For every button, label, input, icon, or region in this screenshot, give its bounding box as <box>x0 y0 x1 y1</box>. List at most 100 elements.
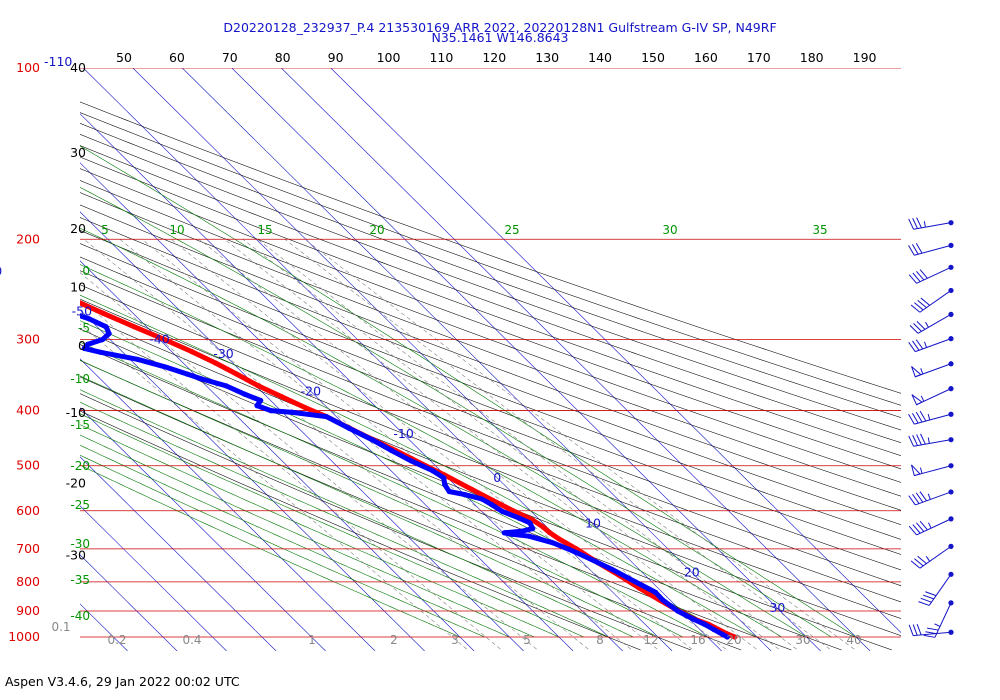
top-axis-label: 150 <box>641 50 665 65</box>
dewpoint-profile-point <box>162 364 168 370</box>
dewpoint-profile-point <box>501 530 507 536</box>
wind-barb-full <box>912 624 918 636</box>
isotherm-line <box>182 68 772 651</box>
mixing-ratio-label: 0.2 <box>107 633 126 647</box>
wind-barb-half <box>925 556 931 562</box>
mixing-ratio-line <box>257 239 797 650</box>
mixing-ratio-label: 8 <box>596 633 604 647</box>
wind-barb-full <box>909 324 919 334</box>
temperature-profile-point <box>255 383 261 389</box>
isotherm-line <box>80 260 475 651</box>
wind-barb-half <box>927 437 930 444</box>
wind-barb-full <box>914 302 924 311</box>
temperature-profile-point <box>100 310 107 316</box>
pressure-tick-label: 700 <box>16 541 40 556</box>
moist-adiabat-line <box>80 454 485 638</box>
mixing-ratio-line <box>284 239 831 650</box>
altitude-label: 20 <box>70 221 86 236</box>
wind-barb-staff <box>913 439 952 447</box>
wind-barb-full <box>912 218 918 229</box>
wind-barb-full <box>922 594 934 600</box>
wind-barb <box>918 571 954 606</box>
wind-barb-full <box>914 558 924 567</box>
wind-barb-full <box>910 304 921 313</box>
moist-adiabat-line <box>80 145 857 638</box>
wind-barb-full <box>925 591 937 597</box>
temperature-profile-point <box>9 269 14 274</box>
moist-adiabat-line <box>80 359 683 638</box>
dry-adiabat-line <box>80 393 692 651</box>
dewpoint-profile-point <box>462 492 468 498</box>
mixing-ratio-line <box>119 239 631 650</box>
dry-adiabat-line <box>80 101 901 394</box>
dewpoint-profile-point <box>184 371 190 377</box>
dewpoint-profile-point <box>346 425 352 431</box>
mixing-ratio-label: 16 <box>690 633 705 647</box>
dewpoint-profile-point <box>98 349 104 355</box>
temperature-profile-point <box>302 404 308 411</box>
moist-adiabat-line <box>80 264 782 638</box>
wind-barb-flag <box>910 464 922 477</box>
top-left-isotherm-label: -110 <box>44 54 72 69</box>
top-axis-label: 170 <box>747 50 771 65</box>
moist-adiabat-label: 10 <box>169 223 184 237</box>
dewpoint-profile-point <box>518 528 525 534</box>
dewpoint-profile-point <box>9 289 14 294</box>
dewpoint-profile-point <box>527 520 533 526</box>
wind-barb-full <box>920 297 931 306</box>
wind-barb-full <box>916 522 925 532</box>
temperature-profile-point <box>0 251 4 256</box>
wind-barb-full <box>908 342 916 352</box>
dewpoint-profile-point <box>268 408 274 414</box>
pressure-tick-label: 600 <box>16 503 40 518</box>
wind-barb-staff <box>916 518 952 536</box>
isotherm-label: 30 <box>769 600 785 615</box>
dewpoint-profile-point <box>550 540 556 546</box>
mixing-ratio-label: 0.1 <box>51 620 70 634</box>
isotherm-line <box>80 407 326 651</box>
wind-barb-column <box>908 217 954 638</box>
pressure-tick-label: 200 <box>16 231 40 246</box>
wind-barb-full <box>919 520 928 531</box>
mixing-ratio-label: 3 <box>451 633 459 647</box>
wind-barb-full <box>908 274 917 284</box>
dewpoint-profile-point <box>500 509 506 515</box>
wind-barb-staff <box>919 545 952 569</box>
wind-barb-full <box>916 217 922 229</box>
moist-adiabat-line <box>80 434 535 638</box>
temperature-profile-point <box>278 394 285 400</box>
wind-barb <box>910 463 954 477</box>
dewpoint-profile-point <box>711 626 717 633</box>
temperature-profile-point <box>212 360 219 366</box>
wind-barb-full <box>916 624 922 636</box>
isotherm-label: -20 <box>301 383 321 398</box>
pressure-tick-label: 500 <box>16 458 40 473</box>
wind-barb-staff <box>914 244 952 256</box>
dewpoint-profile-point <box>609 566 615 572</box>
wind-barb-flag <box>911 394 923 406</box>
dewpoint-profile-point <box>85 341 91 347</box>
dry-adiabat-line <box>80 313 901 637</box>
temperature-profile-point <box>131 324 137 330</box>
wind-barb-full <box>923 634 936 638</box>
wind-barb-flag <box>911 366 922 378</box>
dewpoint-profile-point <box>702 621 708 627</box>
wind-barb-full <box>911 244 919 255</box>
wind-barb-full <box>917 299 927 309</box>
wind-barb-full <box>908 245 915 256</box>
dewpoint-profile-point <box>690 616 696 622</box>
wind-barb-full <box>916 434 922 446</box>
isotherm-line <box>231 68 821 651</box>
wind-barb <box>908 410 954 425</box>
wind-barb-full <box>912 524 921 534</box>
wind-barb-staff <box>934 602 952 638</box>
wind-barb-station <box>948 220 954 226</box>
dewpoint-profile-point <box>446 488 452 495</box>
dry-adiabat-line <box>80 156 901 457</box>
moist-adiabat-left-label: -30 <box>70 537 90 551</box>
moist-adiabat-label: 30 <box>662 223 677 237</box>
wind-barb-staff <box>914 413 952 425</box>
dewpoint-profile-line <box>80 313 729 640</box>
wind-barb-full <box>915 339 924 350</box>
dewpoint-profile-point <box>724 634 730 640</box>
